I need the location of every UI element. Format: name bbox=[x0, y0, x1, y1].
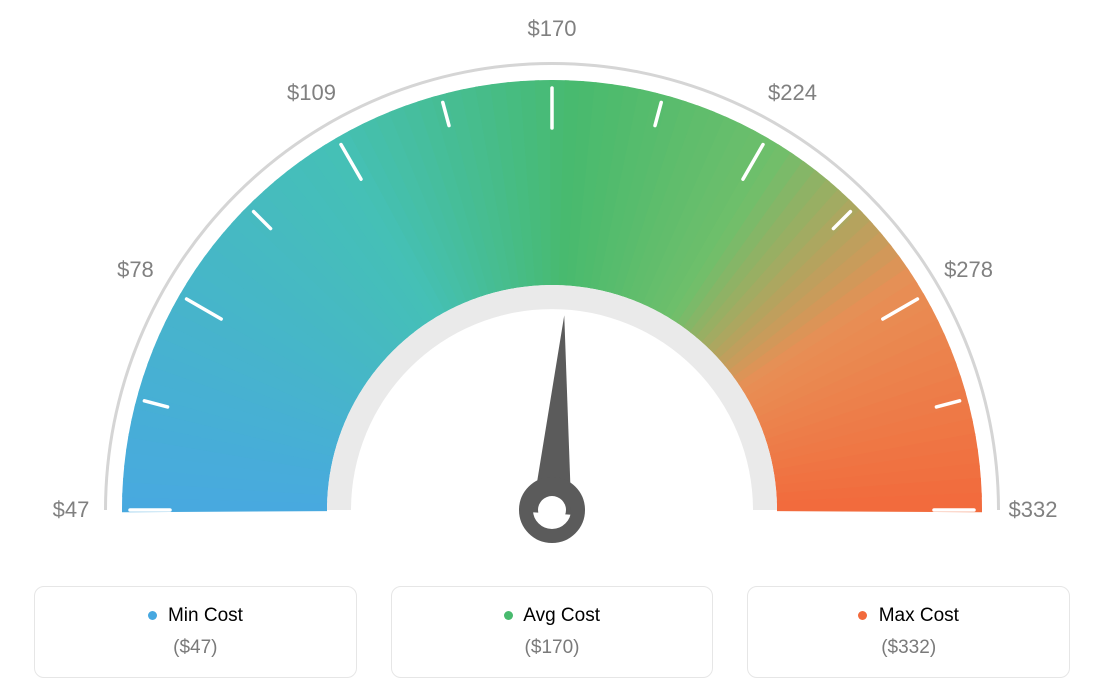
legend-title-max-text: Max Cost bbox=[879, 605, 959, 626]
legend-title-min-text: Min Cost bbox=[168, 605, 243, 626]
legend-row: Min Cost ($47) Avg Cost ($170) Max Cost … bbox=[0, 586, 1104, 678]
gauge-tick-label: $278 bbox=[944, 257, 993, 283]
legend-title-max: Max Cost bbox=[758, 605, 1059, 627]
gauge-chart: $47 $78 $109 $170 $224 $278 $332 bbox=[0, 0, 1104, 560]
gauge-tick-label: $78 bbox=[117, 257, 154, 283]
dot-avg bbox=[504, 611, 513, 620]
gauge-tick-label: $109 bbox=[287, 80, 336, 106]
gauge-tick-label: $332 bbox=[1009, 497, 1058, 523]
legend-title-avg-text: Avg Cost bbox=[523, 605, 600, 626]
legend-card-min: Min Cost ($47) bbox=[34, 586, 357, 678]
legend-value-max: ($332) bbox=[758, 637, 1059, 659]
gauge-tick-label: $224 bbox=[768, 80, 817, 106]
legend-value-avg: ($170) bbox=[402, 637, 703, 659]
gauge-tick-label: $170 bbox=[528, 16, 577, 42]
gauge-tick-label: $47 bbox=[53, 497, 90, 523]
legend-card-avg: Avg Cost ($170) bbox=[391, 586, 714, 678]
legend-title-min: Min Cost bbox=[45, 605, 346, 627]
gauge-svg bbox=[0, 0, 1104, 560]
dot-min bbox=[148, 611, 157, 620]
legend-card-max: Max Cost ($332) bbox=[747, 586, 1070, 678]
legend-value-min: ($47) bbox=[45, 637, 346, 659]
dot-max bbox=[858, 611, 867, 620]
legend-title-avg: Avg Cost bbox=[402, 605, 703, 627]
